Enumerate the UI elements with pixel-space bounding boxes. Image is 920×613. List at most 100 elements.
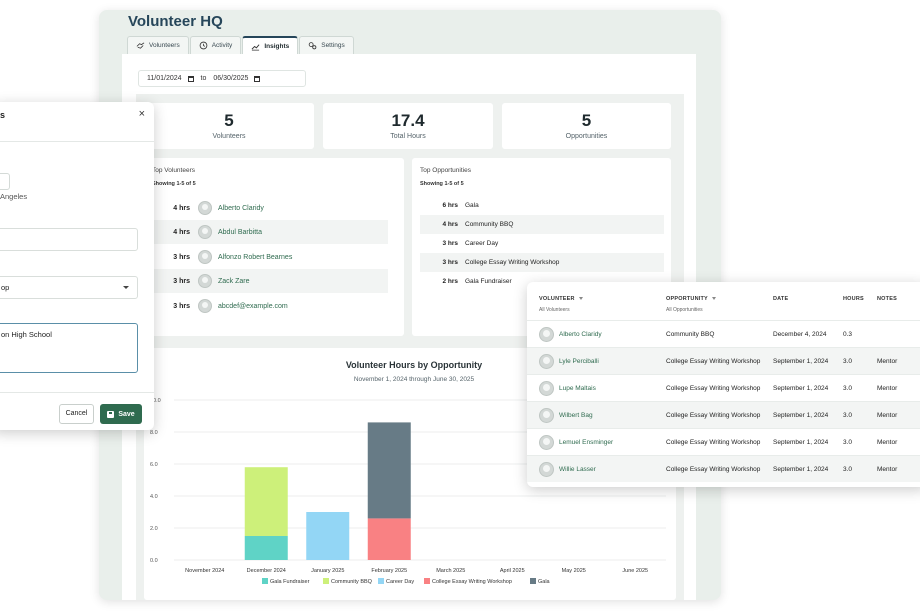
column-header-hours[interactable]: HOURS bbox=[843, 296, 864, 302]
volunteer-link[interactable]: Lupe Maltais bbox=[559, 385, 596, 392]
bar-segment bbox=[367, 518, 411, 560]
bar-segment bbox=[367, 422, 411, 519]
tab-label: Settings bbox=[321, 42, 345, 49]
save-button[interactable]: Save bbox=[100, 404, 142, 424]
date-cell: September 1, 2024 bbox=[773, 358, 829, 365]
stat-value: 5 bbox=[581, 111, 592, 130]
notes-cell: Mentor bbox=[877, 412, 898, 419]
gears-icon bbox=[308, 42, 317, 50]
x-tick-label: April 2025 bbox=[500, 568, 525, 574]
column-header-opportunity[interactable]: OPPORTUNITY bbox=[666, 296, 716, 302]
x-tick-label: May 2025 bbox=[562, 568, 586, 574]
header-label: VOLUNTEER bbox=[539, 296, 575, 302]
volunteer-link[interactable]: Alfonzo Robert Bearnes bbox=[218, 253, 293, 261]
legend-swatch bbox=[378, 578, 384, 584]
column-header-notes[interactable]: NOTES bbox=[877, 296, 897, 302]
opportunity-row: 3 hrs College Essay Writing Workshop bbox=[420, 253, 664, 272]
stat-label: Opportunities bbox=[565, 133, 608, 140]
legend-label: College Essay Writing Workshop bbox=[432, 579, 512, 585]
panel-title: Top Volunteers bbox=[152, 167, 196, 174]
legend-label: Gala Fundraiser bbox=[270, 579, 310, 585]
volunteer-link[interactable]: Zack Zare bbox=[218, 277, 250, 285]
opportunity-name: Gala bbox=[465, 202, 479, 209]
handshake-icon bbox=[136, 42, 145, 49]
opportunity-filter-value[interactable]: All Opportunities bbox=[666, 307, 703, 313]
close-icon[interactable]: × bbox=[138, 108, 145, 120]
x-tick-label: January 2025 bbox=[311, 568, 344, 574]
opportunity-cell: College Essay Writing Workshop bbox=[666, 385, 761, 392]
volunteer-link[interactable]: Alberto Claridy bbox=[559, 331, 602, 338]
stat-value: 5 bbox=[224, 111, 234, 130]
hours: 4 hrs bbox=[173, 204, 190, 212]
opportunity-row: 6 hrs Gala bbox=[420, 196, 664, 215]
stat-total-hours: 17.4 Total Hours bbox=[323, 103, 493, 149]
volunteer-link[interactable]: Willie Lasser bbox=[559, 466, 596, 473]
filter-icon[interactable] bbox=[711, 297, 716, 301]
opportunity-select[interactable]: op bbox=[0, 276, 138, 299]
avatar bbox=[539, 381, 554, 396]
avatar bbox=[198, 225, 212, 239]
y-tick-label: 10.0 bbox=[150, 398, 161, 404]
date-cell: September 1, 2024 bbox=[773, 385, 829, 392]
panel-count: Showing 1-5 of 5 bbox=[152, 181, 196, 187]
stat-label: Volunteers bbox=[212, 133, 246, 140]
opportunity-cell: College Essay Writing Workshop bbox=[666, 412, 761, 419]
opportunity-row: 3 hrs Career Day bbox=[420, 234, 664, 253]
bar-segment bbox=[306, 512, 350, 560]
table-row[interactable]: Alberto Claridy Community BBQ December 4… bbox=[527, 320, 920, 347]
stat-volunteers: 5 Volunteers bbox=[144, 103, 314, 149]
volunteer-link[interactable]: Lemuel Ensminger bbox=[559, 439, 614, 446]
volunteer-link[interactable]: abcdef@example.com bbox=[218, 302, 288, 310]
chart-icon bbox=[251, 43, 260, 50]
filter-icon[interactable] bbox=[578, 297, 583, 301]
clock-icon bbox=[199, 41, 208, 50]
volunteer-link[interactable]: Wilbert Bag bbox=[559, 412, 593, 419]
hours: 3 hrs bbox=[173, 302, 190, 310]
volunteer-filter-value[interactable]: All Volunteers bbox=[539, 307, 570, 313]
opportunity-row: 2 hrs Gala Fundraiser bbox=[420, 272, 664, 291]
date-cell: September 1, 2024 bbox=[773, 439, 829, 446]
edit-activity-modal: s × Angeles op on High School Cancel Sav… bbox=[0, 102, 154, 430]
cancel-button[interactable]: Cancel bbox=[59, 404, 94, 424]
volunteer-row: 3 hrs abcdef@example.com bbox=[152, 294, 388, 318]
volunteer-link[interactable]: Lyle Perciballi bbox=[559, 358, 599, 365]
table-row[interactable]: Lupe Maltais College Essay Writing Works… bbox=[527, 374, 920, 401]
table-row[interactable]: Lyle Perciballi College Essay Writing Wo… bbox=[527, 347, 920, 374]
modal-footer-divider bbox=[0, 392, 154, 393]
avatar bbox=[539, 462, 554, 477]
calendar-icon[interactable] bbox=[187, 75, 194, 82]
column-header-date[interactable]: DATE bbox=[773, 296, 789, 302]
panel-count: Showing 1-5 of 5 bbox=[420, 181, 464, 187]
table-row[interactable]: Wilbert Bag College Essay Writing Worksh… bbox=[527, 401, 920, 428]
hours-cell: 3.0 bbox=[843, 439, 853, 446]
end-date-input[interactable]: 06/30/2025 bbox=[213, 75, 249, 82]
volunteer-link[interactable]: Abdul Barbitta bbox=[218, 228, 262, 236]
table-row[interactable]: Lemuel Ensminger College Essay Writing W… bbox=[527, 428, 920, 455]
tab-settings[interactable]: Settings bbox=[299, 36, 354, 54]
save-label: Save bbox=[118, 410, 135, 418]
date-range: 11/01/2024 to 06/30/2025 bbox=[138, 70, 306, 87]
avatar bbox=[539, 327, 554, 342]
hours: 4 hrs bbox=[173, 228, 190, 236]
notes-textarea[interactable]: on High School bbox=[0, 323, 138, 373]
table-row[interactable]: Willie Lasser College Essay Writing Work… bbox=[527, 455, 920, 482]
tab-volunteers[interactable]: Volunteers bbox=[127, 36, 189, 54]
text-input[interactable] bbox=[0, 228, 138, 251]
tab-activity[interactable]: Activity bbox=[189, 36, 242, 54]
legend-label: Community BBQ bbox=[331, 579, 373, 585]
notes-cell: Mentor bbox=[877, 439, 898, 446]
start-date-input[interactable]: 11/01/2024 bbox=[147, 75, 182, 82]
stat-value: 17.4 bbox=[391, 111, 425, 130]
avatar bbox=[539, 435, 554, 450]
volunteer-link[interactable]: Alberto Claridy bbox=[218, 204, 264, 212]
y-tick-label: 4.0 bbox=[150, 494, 158, 500]
calendar-icon[interactable] bbox=[254, 75, 261, 82]
column-header-volunteer[interactable]: VOLUNTEER bbox=[539, 296, 583, 302]
date-field[interactable] bbox=[0, 173, 10, 190]
date-cell: September 1, 2024 bbox=[773, 466, 829, 473]
x-tick-label: November 2024 bbox=[185, 568, 224, 574]
avatar bbox=[198, 201, 212, 215]
x-tick-label: February 2025 bbox=[371, 568, 407, 574]
tab-insights[interactable]: Insights bbox=[242, 36, 299, 54]
legend-swatch bbox=[262, 578, 268, 584]
